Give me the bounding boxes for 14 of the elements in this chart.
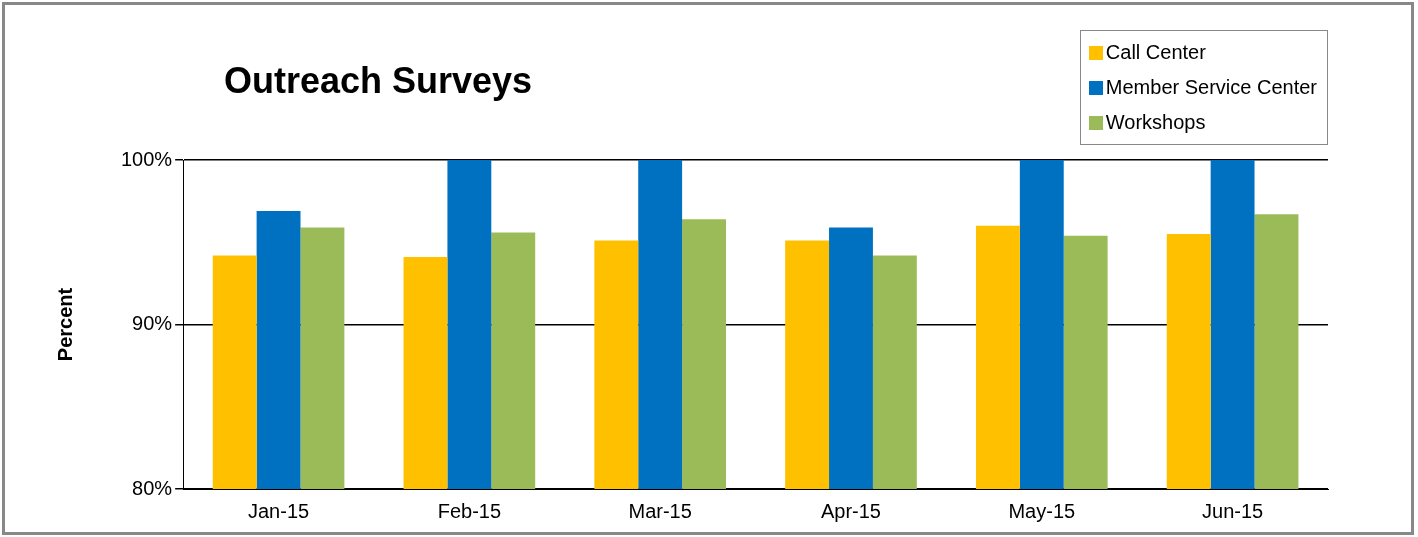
x-tick-label: Feb-15 — [437, 499, 502, 522]
x-tick-label: Jan-15 — [247, 499, 310, 522]
x-tick-label: May-15 — [1008, 499, 1076, 522]
y-tick-label: 80% — [132, 476, 173, 499]
x-tick-label: Apr-15 — [820, 499, 881, 522]
y-axis-title: Percent — [53, 287, 76, 362]
chart-title: Outreach Surveys — [224, 60, 533, 102]
legend-label: Workshops — [1105, 111, 1206, 134]
x-tick-label: Jun-15 — [1202, 499, 1264, 522]
y-tick-label: 100% — [121, 147, 173, 170]
y-tick-label: 90% — [132, 312, 173, 335]
x-tick-label: Mar-15 — [628, 499, 692, 522]
legend-label: Call Center — [1105, 41, 1206, 64]
legend-label: Member Service Center — [1105, 76, 1317, 99]
